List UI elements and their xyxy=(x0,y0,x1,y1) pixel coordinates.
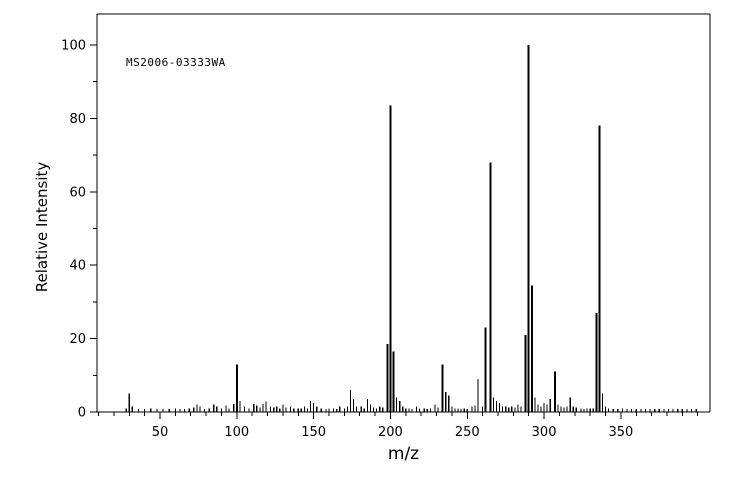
y-tick-label: 80 xyxy=(69,112,86,127)
spectrum-id-label: MS2006-03333WA xyxy=(126,56,226,69)
x-tick-label: 150 xyxy=(301,425,326,440)
y-tick-label: 100 xyxy=(61,39,86,54)
x-tick-label: 100 xyxy=(224,425,249,440)
x-tick-label: 250 xyxy=(455,425,480,440)
x-tick-label: 300 xyxy=(532,425,557,440)
y-tick-label: 20 xyxy=(69,332,86,347)
x-tick-label: 200 xyxy=(378,425,403,440)
y-tick-label: 40 xyxy=(69,259,86,274)
x-tick-label: 350 xyxy=(608,425,633,440)
x-axis-label: m/z xyxy=(387,444,420,464)
y-tick-label: 0 xyxy=(78,406,86,421)
x-tick-label: 50 xyxy=(152,425,169,440)
y-tick-label: 60 xyxy=(69,185,86,200)
